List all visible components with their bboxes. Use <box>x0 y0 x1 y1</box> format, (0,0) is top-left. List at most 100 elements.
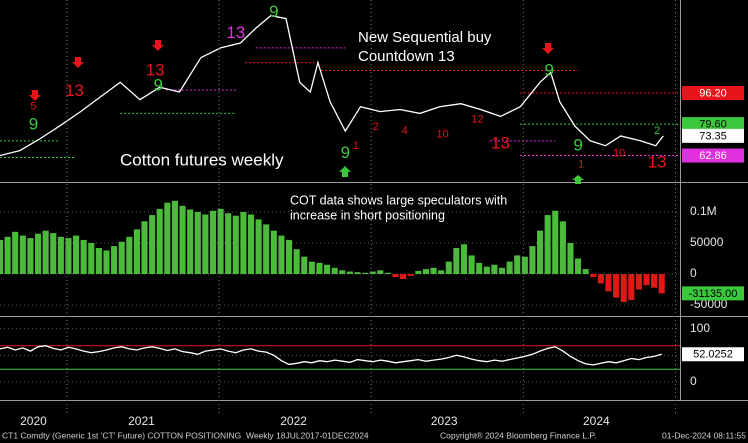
bar <box>50 233 57 275</box>
td-count-label: 13 <box>648 152 667 171</box>
td-count-label: 9 <box>153 75 162 94</box>
bar <box>156 208 163 275</box>
x-tick-label: 2024 <box>583 414 610 428</box>
bar <box>164 202 171 275</box>
td-count-label: 4 <box>402 125 408 137</box>
bar <box>240 211 247 275</box>
x-tick-label: 2021 <box>128 414 155 428</box>
bar <box>514 255 521 275</box>
bar <box>521 256 528 275</box>
x-tick-label: 2023 <box>431 414 458 428</box>
value-box <box>682 117 744 132</box>
bar <box>80 239 87 275</box>
bar <box>628 274 635 301</box>
value-box <box>682 286 744 301</box>
sell-arrow <box>72 57 84 68</box>
bar <box>118 241 125 275</box>
td-count-label: 10 <box>437 129 449 141</box>
bar <box>651 274 658 288</box>
bar <box>552 210 559 275</box>
bar <box>65 238 72 275</box>
value-box <box>682 128 744 143</box>
bar <box>635 274 642 290</box>
annotation: New Sequential buy <box>358 29 492 46</box>
bar <box>582 269 589 275</box>
y-tick-label: 0 <box>690 374 697 388</box>
bar <box>27 238 34 275</box>
td-count-label: 9 <box>544 60 553 79</box>
bar <box>384 272 391 275</box>
bar <box>73 235 80 275</box>
bar <box>194 211 201 275</box>
series-line <box>0 345 662 366</box>
td-count-label: 2 <box>373 121 379 133</box>
bar <box>263 224 270 275</box>
td-count-label: 9 <box>341 143 350 162</box>
footer-left: CT1 Comdty (Generic 1st 'CT' Future) COT… <box>2 430 369 440</box>
footer-right: 01-Dec-2024 08:11:55 <box>662 430 746 440</box>
sell-arrow <box>29 90 41 101</box>
td-count-label: 9 <box>269 2 278 21</box>
td-count-label: 12 <box>472 114 484 126</box>
bar <box>331 267 338 275</box>
y-tick-label: 50000 <box>690 235 724 249</box>
bar <box>643 274 650 286</box>
panel-frames <box>0 0 748 401</box>
bar <box>346 271 353 275</box>
bar <box>103 250 110 275</box>
td-count-label: 10 <box>613 147 625 159</box>
value-box-label: 79.60 <box>699 119 727 131</box>
bar <box>324 264 331 275</box>
bar <box>605 274 612 292</box>
bar <box>537 230 544 275</box>
value-box <box>682 347 744 362</box>
bar <box>430 267 437 275</box>
bar <box>544 215 551 275</box>
bar <box>308 261 315 275</box>
value-box-label: 73.35 <box>699 130 727 142</box>
bar <box>4 236 11 275</box>
bar <box>149 215 156 275</box>
bar <box>285 239 293 275</box>
bar <box>597 274 604 284</box>
bar <box>498 267 506 275</box>
bar <box>57 236 64 275</box>
annotation: Countdown 13 <box>358 48 455 65</box>
bar <box>559 221 566 275</box>
td-count-label: 1 <box>353 140 359 152</box>
bar <box>483 266 490 275</box>
signal-arrows <box>29 40 584 184</box>
td-count-label: 13 <box>65 81 84 100</box>
bar <box>590 274 597 278</box>
bar <box>202 214 209 275</box>
bar <box>491 264 498 275</box>
bar <box>400 274 407 280</box>
td-count-label: 9 <box>29 115 38 134</box>
bar <box>278 235 285 275</box>
td-count-label: 13 <box>226 23 245 42</box>
y-tick-label: -50000 <box>690 297 728 311</box>
value-box-label: 96.20 <box>699 87 727 99</box>
chart-title: Cotton futures weekly <box>120 150 284 169</box>
td-count-label: 1 <box>578 159 584 171</box>
series-line <box>0 14 664 157</box>
sell-arrow <box>152 40 164 51</box>
bar <box>171 200 178 275</box>
bar <box>293 249 300 275</box>
bar <box>187 209 194 275</box>
bar <box>506 261 513 275</box>
bar <box>209 210 217 275</box>
value-box-label: 62.86 <box>699 150 727 162</box>
bar <box>438 270 445 275</box>
bar <box>445 261 452 275</box>
bar <box>34 233 42 275</box>
y-tick-label: 0.1M <box>690 204 717 218</box>
bar <box>613 274 620 298</box>
bar <box>567 243 574 275</box>
bar <box>453 247 460 275</box>
td-count-label: 13 <box>491 134 510 153</box>
bar <box>0 239 4 275</box>
bar <box>111 246 118 275</box>
td-count-label: 13 <box>146 60 165 79</box>
